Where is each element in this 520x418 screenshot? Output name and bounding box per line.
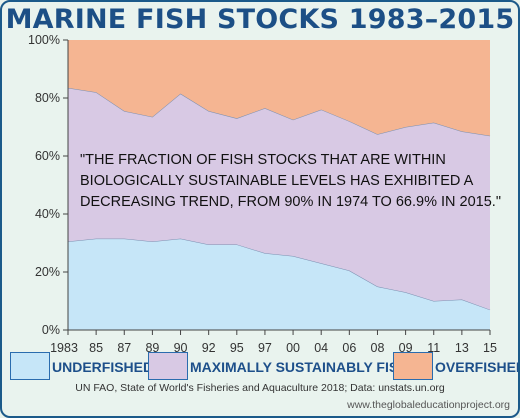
source-note: UN FAO, State of World's Fisheries and A… (75, 382, 445, 394)
area-maximally-sustainably-fished (68, 87, 490, 310)
y-tick-label: 60% (35, 149, 60, 163)
area-overfished (68, 40, 490, 136)
x-tick-label: 04 (314, 341, 328, 355)
x-tick-label: 89 (145, 341, 159, 355)
website-credit: www.theglobaleducationproject.org (347, 399, 510, 411)
chart-title: MARINE FISH STOCKS 1983–2015 (5, 4, 515, 35)
x-tick-label: 09 (399, 341, 413, 355)
x-tick-label: 95 (230, 341, 244, 355)
x-tick-label: 11 (427, 341, 440, 355)
x-tick-label: 15 (483, 341, 497, 355)
y-tick-label: 80% (35, 91, 60, 105)
annotation-line: BIOLOGICALLY SUSTAINABLE LEVELS HAS EXHI… (80, 173, 474, 189)
x-tick-label: 85 (89, 341, 103, 355)
y-tick-label: 0% (42, 323, 60, 337)
x-tick-label: 97 (258, 341, 272, 355)
y-tick-label: 100% (28, 33, 60, 47)
annotation-line: DECREASING TREND, FROM 90% IN 1974 TO 66… (80, 194, 501, 210)
annotation-line: "THE FRACTION OF FISH STOCKS THAT ARE WI… (80, 152, 446, 168)
x-tick-label: 00 (286, 341, 300, 355)
x-tick-label: 90 (174, 341, 188, 355)
x-tick-label: 87 (117, 341, 131, 355)
x-tick-label: 13 (455, 341, 469, 355)
y-tick-label: 20% (35, 265, 60, 279)
x-tick-label: 08 (371, 341, 385, 355)
x-tick-label: 92 (202, 341, 216, 355)
x-tick-label: 06 (342, 341, 356, 355)
area-underfished (68, 238, 490, 330)
y-tick-label: 40% (35, 207, 60, 221)
x-tick-label: 1983 (50, 341, 78, 355)
